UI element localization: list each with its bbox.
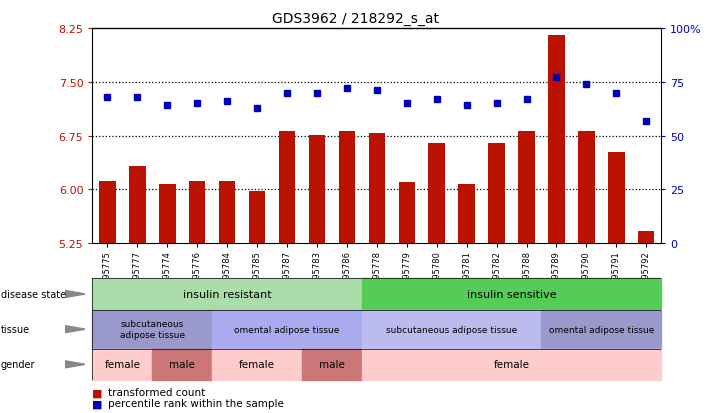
Bar — [152, 349, 212, 380]
Text: female: female — [239, 359, 275, 370]
Bar — [219, 181, 235, 244]
Text: insulin sensitive: insulin sensitive — [466, 289, 557, 299]
Bar — [249, 191, 265, 244]
Bar — [309, 135, 325, 244]
Text: percentile rank within the sample: percentile rank within the sample — [108, 399, 284, 408]
Polygon shape — [65, 361, 85, 368]
Bar — [548, 36, 565, 244]
Text: transformed count: transformed count — [108, 387, 205, 397]
Bar — [212, 310, 362, 349]
Text: insulin resistant: insulin resistant — [183, 289, 272, 299]
Text: tissue: tissue — [1, 324, 30, 335]
Bar — [92, 349, 152, 380]
Bar — [518, 131, 535, 244]
Text: omental adipose tissue: omental adipose tissue — [549, 325, 654, 334]
Polygon shape — [65, 326, 85, 333]
Text: disease state: disease state — [1, 289, 66, 299]
Text: subcutaneous adipose tissue: subcutaneous adipose tissue — [386, 325, 518, 334]
Bar — [92, 279, 362, 310]
Bar — [159, 185, 176, 244]
Bar — [638, 232, 655, 244]
Text: female: female — [493, 359, 530, 370]
Bar — [302, 349, 362, 380]
Bar — [608, 153, 624, 244]
Bar — [338, 131, 355, 244]
Text: omental adipose tissue: omental adipose tissue — [235, 325, 340, 334]
Bar — [362, 310, 542, 349]
Bar — [399, 183, 415, 244]
Text: ■: ■ — [92, 387, 103, 397]
Bar — [99, 181, 116, 244]
Text: subcutaneous
adipose tissue: subcutaneous adipose tissue — [119, 320, 185, 339]
Bar — [189, 181, 205, 244]
Bar — [279, 131, 295, 244]
Bar — [429, 143, 445, 244]
Bar — [362, 349, 661, 380]
Text: male: male — [319, 359, 345, 370]
Polygon shape — [65, 291, 85, 298]
Bar — [129, 167, 146, 244]
Bar — [542, 310, 661, 349]
Bar — [578, 131, 594, 244]
Bar — [459, 184, 475, 244]
Text: ■: ■ — [92, 399, 103, 408]
Bar — [212, 349, 302, 380]
Bar — [362, 279, 661, 310]
Bar — [368, 134, 385, 244]
Text: GDS3962 / 218292_s_at: GDS3962 / 218292_s_at — [272, 12, 439, 26]
Bar — [92, 310, 212, 349]
Text: gender: gender — [1, 359, 36, 370]
Text: male: male — [169, 359, 196, 370]
Text: female: female — [105, 359, 140, 370]
Bar — [488, 143, 505, 244]
